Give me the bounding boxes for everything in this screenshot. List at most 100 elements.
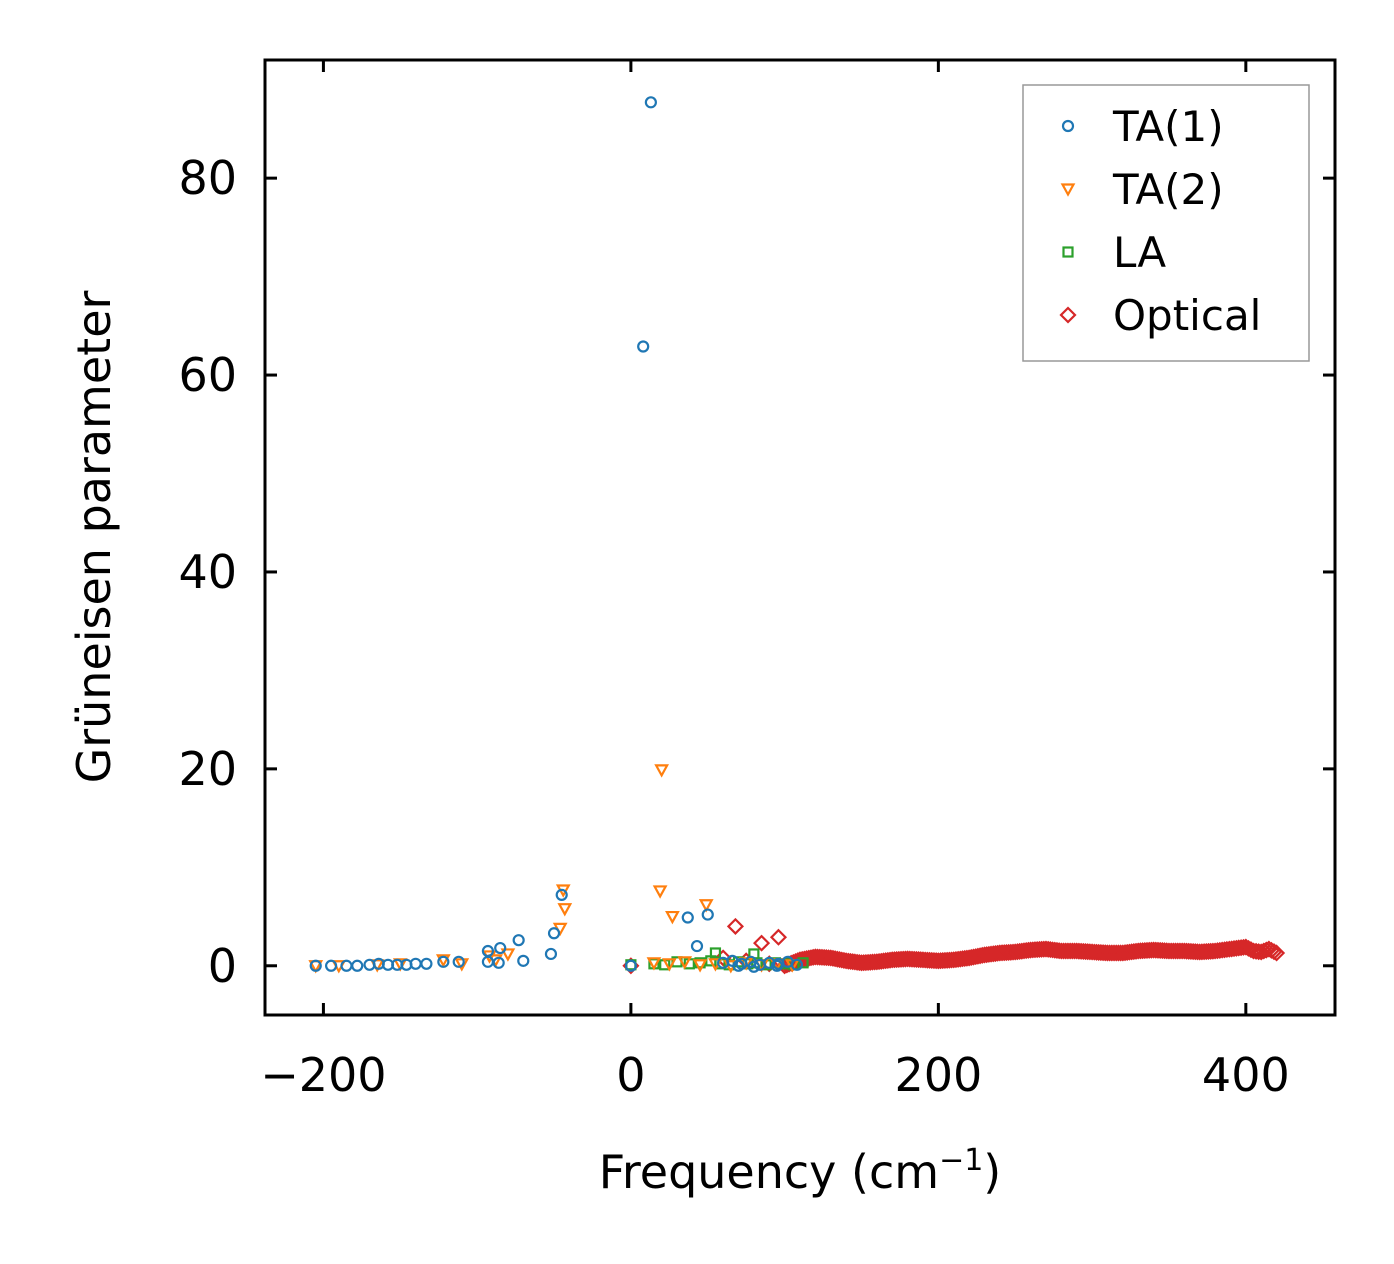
data-point xyxy=(949,950,967,968)
data-point xyxy=(732,959,745,972)
series-ta-1- xyxy=(309,96,804,973)
x-axis-label: Frequency (cm−1) xyxy=(599,1143,1002,1199)
data-point xyxy=(544,947,558,961)
data-point xyxy=(652,885,668,899)
x-tick-label: 200 xyxy=(894,1048,982,1102)
data-point xyxy=(644,96,657,109)
y-tick-label: 60 xyxy=(178,348,237,402)
data-point xyxy=(1151,941,1169,959)
y-tick-label: 80 xyxy=(178,151,237,205)
series-optical xyxy=(622,917,1286,975)
data-point xyxy=(1059,942,1077,960)
x-axis-label-main: Frequency (cm xyxy=(599,1145,939,1199)
legend-marker xyxy=(1061,119,1075,133)
data-point xyxy=(325,959,338,972)
legend-marker xyxy=(1062,246,1074,258)
data-point xyxy=(797,957,809,969)
data-point xyxy=(905,950,923,968)
data-point xyxy=(340,959,353,972)
data-point xyxy=(1182,942,1200,960)
data-point xyxy=(726,917,744,935)
legend-box xyxy=(1022,84,1310,362)
data-marks xyxy=(308,96,1286,975)
data-point xyxy=(714,949,732,967)
y-tick-label: 0 xyxy=(208,939,237,993)
y-tick-label: 20 xyxy=(178,742,237,796)
data-point xyxy=(512,934,525,947)
data-point xyxy=(1044,941,1062,959)
data-point xyxy=(790,958,804,971)
data-point xyxy=(753,934,771,952)
data-point xyxy=(980,945,998,963)
data-point xyxy=(681,911,694,924)
data-point xyxy=(1090,943,1108,961)
data-point xyxy=(654,764,669,778)
data-point xyxy=(435,954,451,968)
legend-marker xyxy=(1060,183,1076,197)
data-point xyxy=(1255,942,1273,960)
data-point xyxy=(1166,942,1185,960)
data-point xyxy=(624,959,637,972)
data-point xyxy=(770,959,784,972)
data-point xyxy=(1011,942,1029,960)
axis-ticks: −200 0 200 400 0 20 40 60 80 xyxy=(178,60,1335,1102)
data-point xyxy=(500,948,516,962)
data-point xyxy=(420,957,433,970)
plot-frame xyxy=(263,58,1337,1017)
data-point xyxy=(665,910,680,925)
data-point xyxy=(351,959,364,972)
data-point xyxy=(661,958,677,972)
x-tick-label: 0 xyxy=(616,1048,645,1102)
data-point xyxy=(363,958,376,971)
data-point xyxy=(701,908,714,921)
x-tick-label: 400 xyxy=(1202,1048,1290,1102)
legend-marker xyxy=(1059,306,1077,324)
legend-label: TA(1) xyxy=(1112,102,1224,151)
data-point xyxy=(698,899,714,913)
data-point xyxy=(1265,943,1283,961)
legend-item: TA(2) xyxy=(1060,165,1224,214)
plot-area: −200 0 200 400 0 20 40 60 80 xyxy=(178,58,1337,1102)
data-point xyxy=(494,941,507,955)
data-point xyxy=(769,928,788,946)
data-point xyxy=(547,927,561,940)
data-point xyxy=(872,952,890,970)
data-point xyxy=(709,947,722,959)
data-point xyxy=(690,939,704,953)
legend-label: TA(2) xyxy=(1112,165,1224,214)
data-point xyxy=(1118,943,1136,961)
data-point xyxy=(844,953,862,971)
data-point xyxy=(747,960,760,973)
legend-label: LA xyxy=(1113,228,1166,277)
data-point xyxy=(452,955,465,968)
data-point xyxy=(646,957,662,971)
x-tick-label: −200 xyxy=(260,1048,386,1102)
data-point xyxy=(555,888,568,901)
y-axis-label: Grüneisen parameter xyxy=(67,290,121,783)
legend-label: Optical xyxy=(1113,291,1261,340)
data-point xyxy=(677,956,693,970)
data-point xyxy=(437,955,450,968)
data-point xyxy=(492,956,505,969)
data-point xyxy=(692,959,708,973)
data-point xyxy=(1227,939,1245,957)
data-point xyxy=(813,948,831,966)
x-axis-label-close: ) xyxy=(983,1145,1001,1199)
series-ta-2- xyxy=(308,764,800,974)
x-axis-label-superscript: −1 xyxy=(939,1143,983,1178)
legend-item: LA xyxy=(1062,228,1166,277)
y-tick-label: 40 xyxy=(178,545,237,599)
data-point xyxy=(1074,942,1092,960)
data-point xyxy=(921,951,939,969)
data-point xyxy=(1250,943,1268,961)
data-point xyxy=(964,948,983,966)
data-point xyxy=(637,340,650,353)
data-point xyxy=(517,954,530,967)
legend: TA(1) TA(2) LA Optical xyxy=(1022,84,1310,362)
data-point xyxy=(454,958,470,972)
legend-item: TA(1) xyxy=(1061,102,1224,151)
data-point xyxy=(795,950,813,968)
legend-item: Optical xyxy=(1059,291,1261,340)
data-point xyxy=(557,903,573,917)
